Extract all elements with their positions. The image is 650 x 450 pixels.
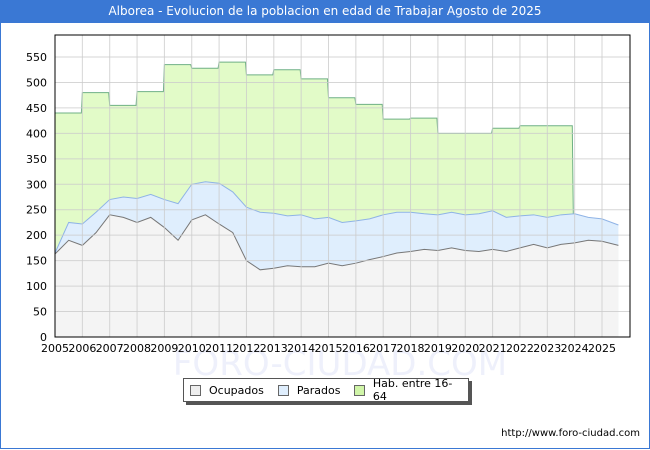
x-tick-label: 2018 xyxy=(397,342,425,355)
y-tick-label: 300 xyxy=(26,178,47,191)
y-tick-label: 500 xyxy=(26,76,47,89)
legend-item-hab: Hab. entre 16-64 xyxy=(354,377,460,403)
ocupados-swatch-icon xyxy=(190,384,201,396)
x-tick-label: 2012 xyxy=(232,342,260,355)
x-tick-label: 2019 xyxy=(424,342,452,355)
watermark: FORO-CIUDAD.COM xyxy=(173,344,507,384)
x-tick-label: 2017 xyxy=(369,342,397,355)
hab-swatch-icon xyxy=(354,384,365,396)
legend-label: Ocupados xyxy=(209,383,264,397)
legend-label: Hab. entre 16-64 xyxy=(372,377,453,403)
legend-item-ocupados: Ocupados xyxy=(190,384,264,397)
parados-swatch-icon xyxy=(277,384,289,396)
y-tick-label: 200 xyxy=(26,229,47,242)
x-tick-label: 2011 xyxy=(205,342,233,355)
y-tick-label: 150 xyxy=(26,255,47,268)
footer-url: http://www.foro-ciudad.com xyxy=(501,428,640,439)
x-tick-label: 2014 xyxy=(287,342,315,355)
y-tick-label: 0 xyxy=(40,331,47,344)
x-tick-label: 2024 xyxy=(561,342,589,355)
y-tick-label: 50 xyxy=(33,306,47,319)
x-tick-label: 2020 xyxy=(451,342,479,355)
x-tick-label: 2023 xyxy=(533,342,561,355)
chart-title: Alborea - Evolucion de la poblacion en e… xyxy=(0,0,650,23)
x-tick-label: 2016 xyxy=(342,342,370,355)
ocupados-area xyxy=(55,214,619,337)
plot-border xyxy=(54,34,631,338)
x-tick-label: 2022 xyxy=(506,342,534,355)
legend-item-parados: Parados xyxy=(277,383,341,397)
x-tick-label: 2010 xyxy=(178,342,206,355)
y-tick-label: 250 xyxy=(26,204,47,217)
x-tick-label: 2007 xyxy=(96,342,124,355)
legend-label: Parados xyxy=(296,383,341,397)
x-tick-label: 2025 xyxy=(588,342,616,355)
x-tick-label: 2013 xyxy=(260,342,288,355)
x-tick-label: 2008 xyxy=(123,342,151,355)
y-tick-label: 350 xyxy=(26,153,47,166)
x-tick-label: 2015 xyxy=(315,342,343,355)
x-tick-label: 2021 xyxy=(479,342,507,355)
y-tick-label: 550 xyxy=(26,51,47,64)
x-tick-label: 2005 xyxy=(41,342,69,355)
chart-legend: Ocupados Parados Hab. entre 16-64 xyxy=(183,377,469,403)
y-tick-label: 400 xyxy=(26,127,47,140)
y-tick-label: 450 xyxy=(26,102,47,115)
y-tick-label: 100 xyxy=(26,280,47,293)
x-tick-label: 2009 xyxy=(150,342,178,355)
x-tick-label: 2006 xyxy=(68,342,96,355)
